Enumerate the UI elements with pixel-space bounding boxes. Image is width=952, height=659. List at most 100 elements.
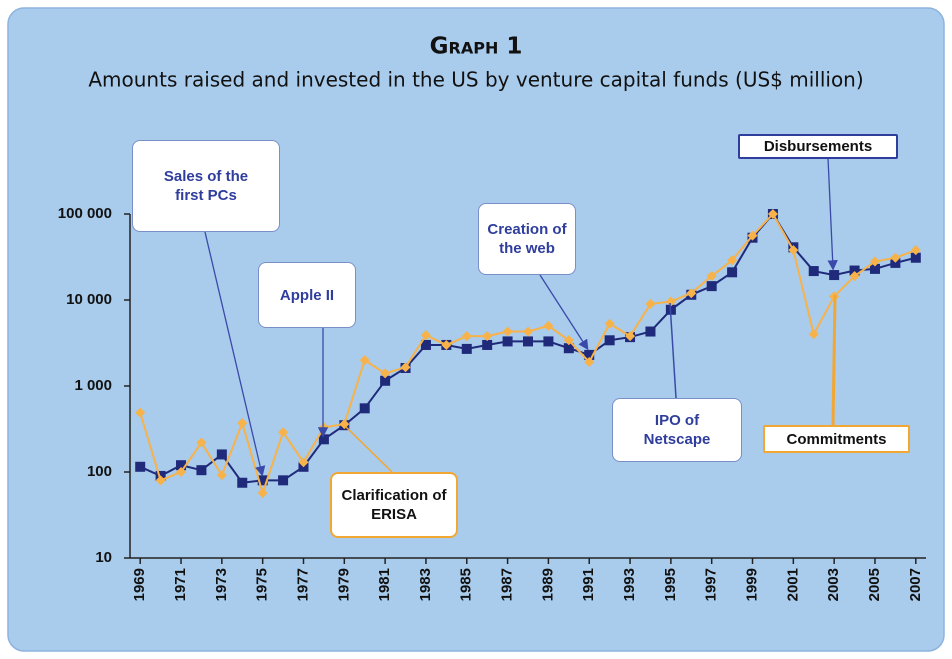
marker-square	[808, 266, 819, 277]
marker-square	[380, 375, 391, 386]
marker-diamond	[176, 467, 187, 477]
x-tick-label: 2001	[784, 568, 801, 601]
chart-title: Graph 1	[430, 34, 523, 60]
annotation: Sales of the first PCs	[132, 140, 280, 232]
marker-square	[543, 336, 554, 347]
marker-diamond	[420, 330, 431, 341]
x-tick-label: 2003	[825, 568, 842, 601]
arrows	[204, 157, 838, 477]
x-tick-label: 1989	[539, 568, 556, 601]
marker-diamond	[278, 427, 289, 438]
x-tick-label: 1973	[213, 568, 230, 601]
marker-diamond	[747, 230, 758, 241]
marker-diamond	[563, 335, 574, 346]
marker-square	[318, 434, 329, 445]
marker-diamond	[584, 357, 595, 368]
pointer	[669, 302, 677, 399]
marker-square	[727, 267, 738, 278]
marker-diamond	[441, 339, 452, 350]
annotation: Apple II	[258, 262, 356, 328]
arrow	[204, 231, 266, 477]
marker-square	[604, 335, 615, 346]
marker-diamond	[910, 245, 921, 256]
pointer	[831, 294, 837, 426]
x-tick-label: 1969	[131, 568, 148, 601]
marker-square	[706, 281, 717, 292]
marker-diamond	[849, 271, 860, 282]
x-tick-label: 1995	[662, 568, 679, 601]
x-tick-label: 1997	[703, 568, 720, 601]
marker-square	[216, 449, 227, 460]
marker-diamond	[808, 329, 819, 340]
marker-square	[482, 339, 493, 350]
marker-diamond	[767, 209, 778, 219]
chart-subtitle: Amounts raised and invested in the US by…	[88, 68, 863, 92]
marker-diamond	[237, 418, 248, 429]
marker-square	[849, 265, 860, 276]
marker-diamond	[686, 288, 697, 299]
marker-square	[237, 477, 248, 488]
marker-square	[645, 326, 656, 337]
x-tick-label: 1987	[499, 568, 516, 601]
marker-square	[176, 460, 187, 471]
annotation: IPO of Netscape	[612, 398, 742, 462]
marker-diamond	[523, 326, 533, 337]
marker-diamond	[482, 331, 493, 342]
series-label: Commitments	[763, 425, 910, 453]
marker-diamond	[257, 487, 268, 498]
x-tick-label: 1981	[376, 568, 393, 601]
marker-diamond	[359, 355, 370, 366]
marker-diamond	[400, 362, 411, 373]
marker-diamond	[625, 331, 636, 342]
y-tick-label: 1 000	[74, 377, 112, 394]
marker-diamond	[869, 256, 880, 267]
annotation: Creation of the web	[478, 203, 576, 275]
x-tick-label: 1993	[621, 568, 638, 601]
marker-square	[869, 263, 880, 274]
marker-square	[829, 270, 840, 281]
arrow	[539, 274, 589, 351]
marker-square	[502, 336, 513, 347]
marker-diamond	[543, 320, 554, 331]
marker-diamond	[196, 437, 207, 448]
x-tick-label: 1985	[458, 568, 475, 601]
marker-diamond	[727, 255, 738, 266]
marker-square	[523, 336, 533, 347]
marker-diamond	[298, 457, 309, 468]
marker-diamond	[788, 245, 799, 256]
x-tick-label: 1999	[743, 568, 760, 601]
marker-diamond	[461, 331, 472, 342]
marker-diamond	[645, 298, 656, 309]
marker-diamond	[890, 252, 901, 263]
marker-square	[196, 465, 207, 476]
x-tick-label: 1971	[172, 568, 189, 601]
marker-diamond	[380, 368, 391, 379]
x-tick-label: 1977	[294, 568, 311, 601]
y-tick-label: 10 000	[66, 291, 112, 308]
marker-diamond	[502, 326, 513, 337]
marker-square	[461, 343, 472, 354]
y-tick-label: 100	[87, 463, 112, 480]
marker-square	[420, 339, 431, 350]
arrow	[827, 157, 838, 271]
y-tick-label: 100 000	[58, 205, 112, 222]
x-tick-label: 1975	[254, 568, 271, 601]
series-label: Disbursements	[738, 134, 898, 159]
x-tick-label: 1983	[417, 568, 434, 601]
x-tick-label: 2005	[866, 568, 883, 601]
marker-diamond	[706, 271, 717, 282]
marker-square	[135, 461, 146, 472]
annotation: Clarification of ERISA	[330, 472, 458, 538]
marker-diamond	[135, 407, 146, 418]
x-tick-label: 1979	[335, 568, 352, 601]
marker-diamond	[604, 318, 615, 329]
x-tick-label: 1991	[580, 568, 597, 601]
marker-square	[257, 475, 268, 486]
marker-diamond	[155, 475, 166, 486]
marker-square	[910, 252, 921, 263]
marker-square	[563, 343, 574, 354]
marker-diamond	[216, 470, 227, 481]
pointer	[344, 425, 393, 473]
